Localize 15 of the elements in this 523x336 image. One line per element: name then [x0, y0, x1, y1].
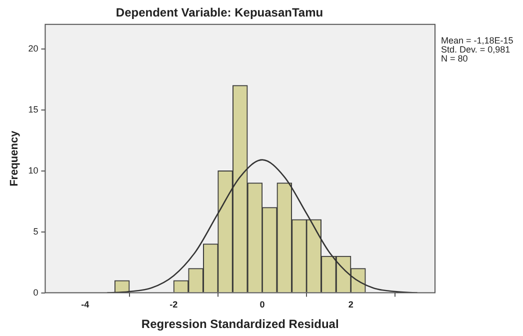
- y-tick-label: 10: [28, 165, 38, 176]
- text: Mean = -1,18E-15: [441, 35, 514, 46]
- y-tick-label: 5: [33, 226, 38, 236]
- x-tick-label: 2: [348, 300, 354, 310]
- y-tick-label: 15: [28, 104, 38, 114]
- text: N = 80: [441, 53, 468, 64]
- x-tick-label: 0: [260, 300, 265, 310]
- chart-title: Dependent Variable: KepuasanTamu: [116, 6, 324, 20]
- x-tick-label: -4: [81, 300, 90, 310]
- x-tick-label: -2: [170, 300, 178, 310]
- y-axis-title: Frequency: [8, 130, 21, 186]
- y-tick-label: 20: [28, 43, 38, 54]
- y-tick-label: 0: [33, 287, 38, 298]
- text: Std. Dev. = 0,981: [441, 44, 510, 54]
- x-axis-title: Regression Standardized Residual: [141, 317, 339, 332]
